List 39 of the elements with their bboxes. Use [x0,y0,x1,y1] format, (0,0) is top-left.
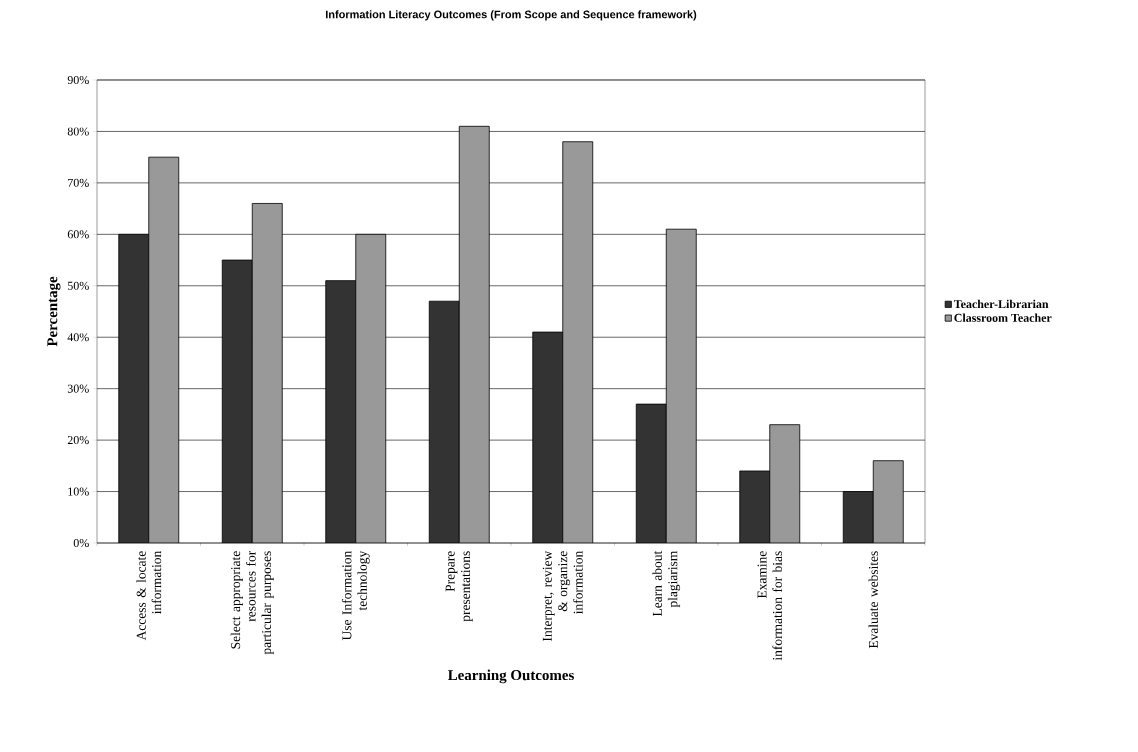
bar [769,424,801,543]
bar [532,332,563,543]
x-tick-label: Learn about plagiarism [652,550,681,617]
legend-label: Teacher-Librarian [953,299,1049,309]
x-tick-label: Interpret, review & organize information [542,550,583,642]
bar [325,280,357,543]
y-tick-label: 90% [67,75,89,85]
bar [355,233,387,543]
x-tick-label: Use Information technology [341,550,370,641]
y-tick-label: 40% [67,333,89,342]
bar [458,125,490,543]
y-tick-label: 60% [67,230,89,239]
legend-label: Classroom Teacher [954,313,1052,322]
y-axis-title: Percentage [47,276,61,347]
x-axis-title: Learning Outcomes [447,669,574,684]
bar [428,300,460,543]
bar [872,460,904,543]
bar [118,233,150,543]
x-tick-label: Access & locate information [136,550,162,641]
bar [635,403,667,543]
bar [842,491,874,543]
y-tick-label: 20% [67,436,89,445]
bar [665,228,697,543]
bar [562,141,593,543]
y-tick-label: 70% [68,178,89,187]
y-tick-label: 50% [68,281,89,290]
x-tick-label: Select appropriate resources for particular purposes [230,550,274,655]
bar [739,470,771,543]
y-tick-label: 80% [67,127,89,136]
x-tick-label: Examine information for bias [757,551,782,661]
y-tick-label: 0% [73,538,89,548]
chart-title: Information Literacy Outcomes (From Scope and Sequence framework) [326,10,697,21]
bar [148,156,180,543]
y-tick-label: 10% [68,487,89,496]
x-tick-label: Evaluate websites [868,551,878,649]
bar [251,203,283,543]
x-tick-label: Prepare presentations [445,551,473,622]
bar [221,259,253,543]
y-tick-label: 30% [67,384,89,393]
